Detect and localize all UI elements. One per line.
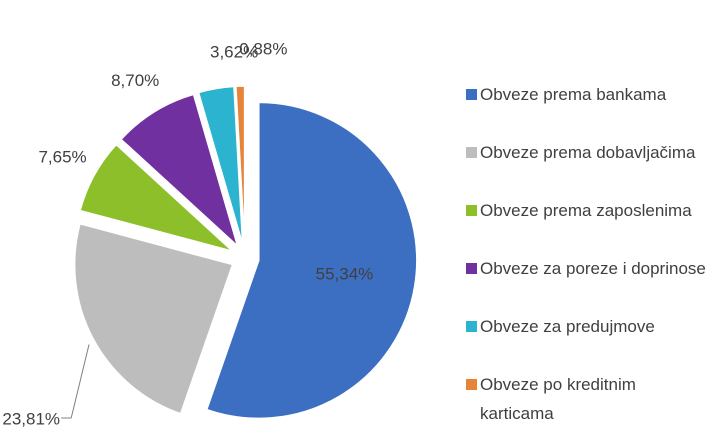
data-label: 0,88% (239, 40, 287, 59)
pie-slice (120, 93, 240, 249)
legend-swatch (466, 321, 477, 332)
legend-swatch (466, 89, 477, 100)
data-label: 23,81% (2, 409, 60, 428)
data-label: 55,34% (316, 264, 374, 283)
legend-swatch (466, 379, 477, 390)
legend-label: Obveze po kreditnim karticama (480, 375, 636, 423)
legend-label: Obveze prema zaposlenima (480, 201, 692, 220)
legend-item: Obveze po kreditnim karticama (466, 370, 706, 428)
legend-swatch (466, 147, 477, 158)
legend-swatch (466, 263, 477, 274)
pie-slice (235, 85, 246, 245)
data-label: 7,65% (38, 148, 86, 167)
legend-item: Obveze za predujmove (466, 312, 706, 341)
pie-slice (205, 101, 418, 420)
legend-item: Obveze za poreze i doprinose (466, 254, 706, 283)
legend-label: Obveze za predujmove (480, 317, 655, 336)
legend-item: Obveze prema zaposlenima (466, 196, 706, 225)
pie-slice (73, 222, 234, 415)
leader-line (70, 344, 90, 419)
legend-label: Obveze prema dobavljačima (480, 143, 696, 162)
legend-label: Obveze za poreze i doprinose (480, 259, 706, 278)
data-label: 8,70% (111, 71, 159, 90)
data-label: 3,62% (210, 42, 258, 61)
legend-swatch (466, 205, 477, 216)
legend-label: Obveze prema bankama (480, 85, 667, 104)
legend-item: Obveze prema dobavljačima (466, 138, 706, 167)
pie-slice (197, 85, 244, 245)
pie-area: 55,34% 23,81% 7,65% 8,70% 3,62%0,88% (2, 40, 418, 428)
pie-slice (79, 143, 234, 252)
legend-item: Obveze prema bankama (466, 80, 706, 109)
